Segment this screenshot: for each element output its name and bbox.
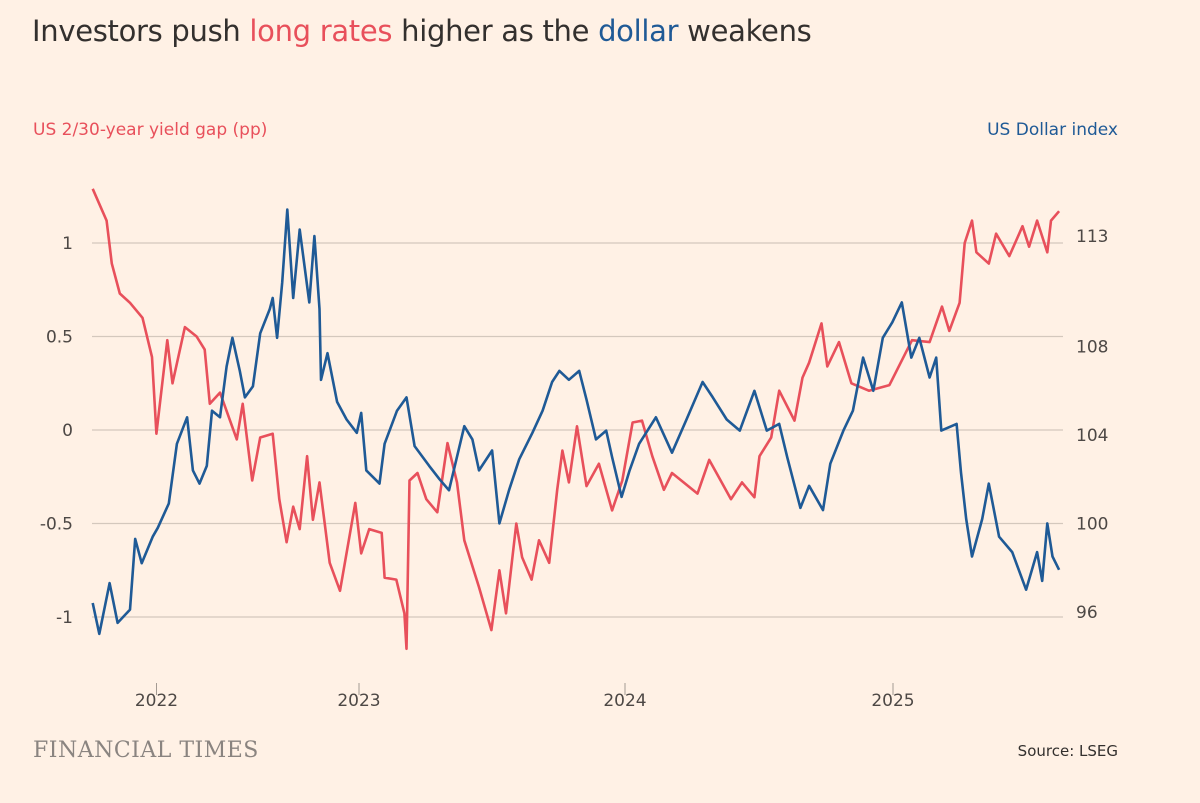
- x-tick-label: 2025: [871, 691, 914, 711]
- title-highlight-long-rates: long rates: [249, 14, 393, 48]
- left-tick-label: 0.5: [46, 328, 73, 348]
- title-highlight-dollar: dollar: [598, 14, 679, 48]
- left-tick-label: -0.5: [40, 515, 73, 535]
- source-note: Source: LSEG: [1017, 742, 1118, 760]
- ft-logo: FINANCIAL TIMES: [33, 738, 259, 763]
- left-tick-label: 0: [62, 421, 73, 441]
- title-text: weakens: [678, 14, 812, 48]
- x-tick-label: 2022: [135, 691, 178, 711]
- right-axis-title: US Dollar index: [987, 120, 1118, 140]
- right-tick-label: 104: [1076, 426, 1108, 446]
- left-tick-label: 1: [62, 234, 73, 254]
- right-tick-label: 96: [1076, 603, 1098, 623]
- right-tick-label: 100: [1076, 514, 1108, 534]
- title-text: higher as the: [392, 14, 599, 48]
- left-tick-label: -1: [56, 608, 73, 628]
- dollar-index-line: [91, 208, 1061, 636]
- x-tick-label: 2024: [603, 691, 646, 711]
- x-tick-label: 2023: [337, 691, 380, 711]
- chart-title: Investors push long rates higher as the …: [32, 14, 812, 48]
- right-tick-label: 113: [1076, 227, 1108, 247]
- right-tick-label: 108: [1076, 338, 1108, 358]
- yield-gap-line: [91, 188, 1061, 651]
- left-axis-title: US 2/30-year yield gap (pp): [33, 120, 268, 140]
- title-text: Investors push: [32, 14, 250, 48]
